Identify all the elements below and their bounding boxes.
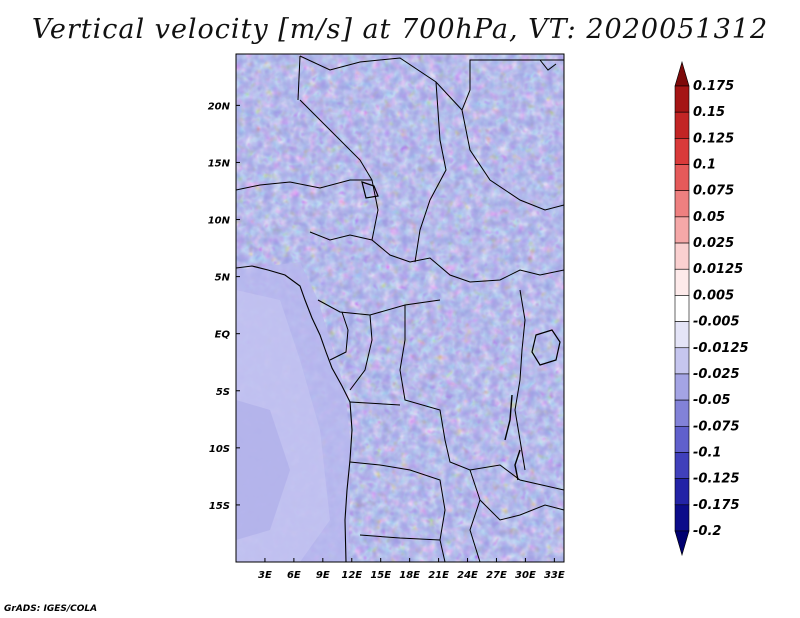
lon-label-3e: 3E [258, 570, 272, 581]
colorbar-label: -0.0125 [693, 341, 749, 356]
colorbar-label: 0.005 [693, 288, 734, 303]
lat-label-10s: 10S [209, 444, 230, 455]
map-frame [235, 53, 565, 563]
lat-label-15s: 15S [209, 501, 230, 512]
colorbar-bin [674, 85, 690, 113]
country-borders [236, 55, 564, 562]
lat-label-15n: 15N [208, 158, 231, 169]
grads-credit: GrADS: IGES/COLA [4, 604, 98, 614]
colorbar-label: -0.125 [693, 472, 740, 487]
lat-label-20n: 20N [208, 101, 231, 112]
colorbar-bin [674, 530, 690, 557]
colorbar-bin [674, 347, 690, 375]
colorbar-bin [674, 111, 690, 139]
colorbar-bin [674, 295, 690, 322]
colorbar-bin [674, 190, 690, 218]
colorbar-bin [674, 373, 690, 401]
colorbar-bin [674, 164, 690, 192]
lon-label-18e: 18E [399, 570, 420, 581]
colorbar-label: 0.0125 [693, 262, 743, 277]
lon-label-21e: 21E [428, 570, 449, 581]
colorbar-label: 0.125 [693, 131, 734, 146]
colorbar-label: -0.025 [693, 367, 740, 382]
lon-label-27e: 27E [486, 570, 507, 581]
colorbar-bin [674, 452, 690, 479]
colorbar-label: 0.05 [693, 210, 725, 225]
colorbar-bin [674, 478, 690, 506]
colorbar-label: 0.075 [693, 184, 734, 199]
colorbar-bin [674, 216, 690, 244]
chart-title: Vertical velocity [m/s] at 700hPa, VT: 2… [31, 14, 769, 45]
colorbar-label: 0.175 [693, 79, 734, 94]
colorbar-bin [674, 268, 690, 296]
lon-label-33e: 33E [544, 570, 565, 581]
colorbar-label: -0.175 [693, 498, 740, 513]
lat-label-5s: 5S [216, 387, 230, 398]
lon-label-9e: 9E [316, 570, 330, 581]
colorbar-label: 0.1 [693, 158, 716, 173]
lon-label-24e: 24E [457, 570, 478, 581]
colorbar-label: -0.2 [693, 524, 721, 539]
coastline [236, 265, 353, 562]
lon-label-12e: 12E [341, 570, 362, 581]
colorbar-bin [674, 399, 690, 427]
lat-label-eq: EQ [215, 330, 231, 341]
longitude-labels: 3E 6E 9E 12E 15E 18E 21E 24E 27E 30E 33E [258, 558, 565, 581]
colorbar-bin [674, 321, 690, 349]
colorbar-bin [674, 138, 690, 165]
latitude-labels: 20N 15N 10N 5N EQ 5S 10S 15S [208, 101, 240, 512]
lon-label-15e: 15E [370, 570, 391, 581]
lat-label-5n: 5N [215, 273, 231, 284]
velocity-field [236, 54, 564, 562]
colorbar-bin [674, 242, 690, 270]
colorbar-label: 0.025 [693, 236, 734, 251]
lon-label-6e: 6E [287, 570, 301, 581]
colorbar: 0.175 0.15 0.125 0.1 0.075 0.05 0.025 0.0125 0.0… [674, 60, 749, 557]
lon-label-30e: 30E [515, 570, 536, 581]
colorbar-label: -0.1 [693, 445, 721, 460]
colorbar-bin [674, 425, 690, 453]
colorbar-label: -0.05 [693, 393, 730, 408]
lat-label-10n: 10N [208, 216, 231, 227]
colorbar-label: -0.075 [693, 419, 740, 434]
colorbar-label: 0.15 [693, 105, 725, 120]
colorbar-label: -0.005 [693, 315, 740, 330]
colorbar-bin [674, 504, 690, 532]
colorbar-bin [674, 60, 690, 87]
